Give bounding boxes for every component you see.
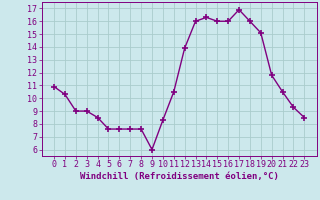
X-axis label: Windchill (Refroidissement éolien,°C): Windchill (Refroidissement éolien,°C): [80, 172, 279, 181]
